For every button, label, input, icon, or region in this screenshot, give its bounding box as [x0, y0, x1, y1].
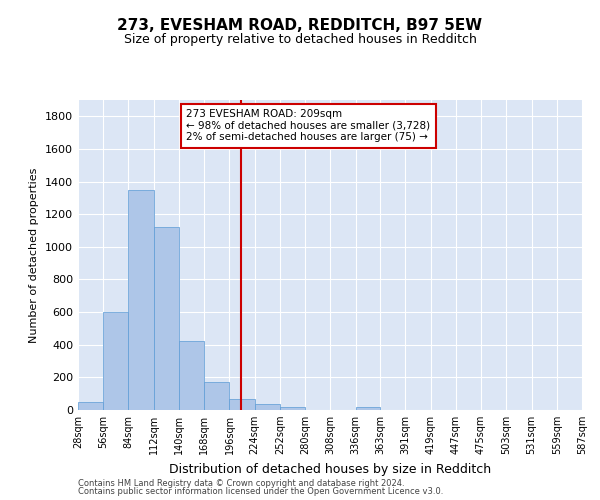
Bar: [280, 406, 305, 410]
Bar: [103, 312, 128, 410]
Y-axis label: Number of detached properties: Number of detached properties: [29, 168, 40, 342]
Bar: [179, 342, 204, 410]
Bar: [128, 190, 154, 410]
Text: Contains public sector information licensed under the Open Government Licence v3: Contains public sector information licen…: [78, 487, 443, 496]
Bar: [78, 402, 103, 410]
Bar: [356, 406, 380, 410]
X-axis label: Distribution of detached houses by size in Redditch: Distribution of detached houses by size …: [169, 462, 491, 475]
Text: 273 EVESHAM ROAD: 209sqm
← 98% of detached houses are smaller (3,728)
2% of semi: 273 EVESHAM ROAD: 209sqm ← 98% of detach…: [187, 110, 430, 142]
Text: Size of property relative to detached houses in Redditch: Size of property relative to detached ho…: [124, 32, 476, 46]
Bar: [229, 400, 255, 410]
Bar: [154, 228, 179, 410]
Bar: [204, 382, 229, 410]
Text: Contains HM Land Registry data © Crown copyright and database right 2024.: Contains HM Land Registry data © Crown c…: [78, 478, 404, 488]
Bar: [255, 404, 280, 410]
Text: 273, EVESHAM ROAD, REDDITCH, B97 5EW: 273, EVESHAM ROAD, REDDITCH, B97 5EW: [118, 18, 482, 32]
